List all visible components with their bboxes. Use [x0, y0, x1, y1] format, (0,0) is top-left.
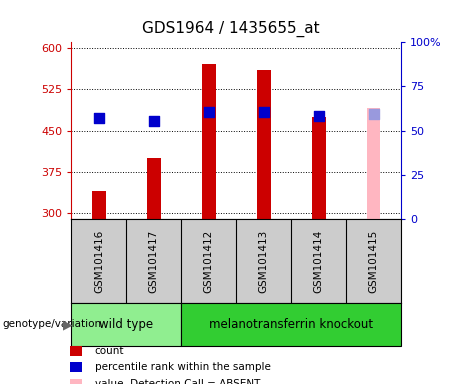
Text: GSM101415: GSM101415 — [369, 230, 378, 293]
Bar — [147, 158, 161, 219]
Text: GSM101413: GSM101413 — [259, 230, 269, 293]
Point — [205, 109, 213, 116]
Text: percentile rank within the sample: percentile rank within the sample — [95, 362, 271, 372]
Point — [260, 109, 267, 115]
Text: GDS1964 / 1435655_at: GDS1964 / 1435655_at — [142, 21, 319, 37]
Text: wild type: wild type — [99, 318, 154, 331]
Bar — [202, 65, 216, 219]
Point — [95, 115, 103, 121]
Point — [370, 111, 377, 117]
Bar — [367, 109, 380, 219]
Text: GSM101416: GSM101416 — [94, 230, 104, 293]
Text: GSM101414: GSM101414 — [313, 230, 324, 293]
Text: genotype/variation: genotype/variation — [2, 319, 101, 329]
Text: value, Detection Call = ABSENT: value, Detection Call = ABSENT — [95, 379, 260, 384]
Bar — [71, 303, 181, 346]
Text: GSM101412: GSM101412 — [204, 230, 214, 293]
Bar — [181, 303, 401, 346]
Bar — [257, 70, 271, 219]
Text: GSM101417: GSM101417 — [149, 230, 159, 293]
Point — [150, 118, 158, 124]
Text: melanotransferrin knockout: melanotransferrin knockout — [209, 318, 373, 331]
Text: ▶: ▶ — [64, 318, 73, 331]
Bar — [92, 191, 106, 219]
Bar — [312, 117, 325, 219]
Point — [315, 113, 322, 119]
Text: count: count — [95, 346, 124, 356]
